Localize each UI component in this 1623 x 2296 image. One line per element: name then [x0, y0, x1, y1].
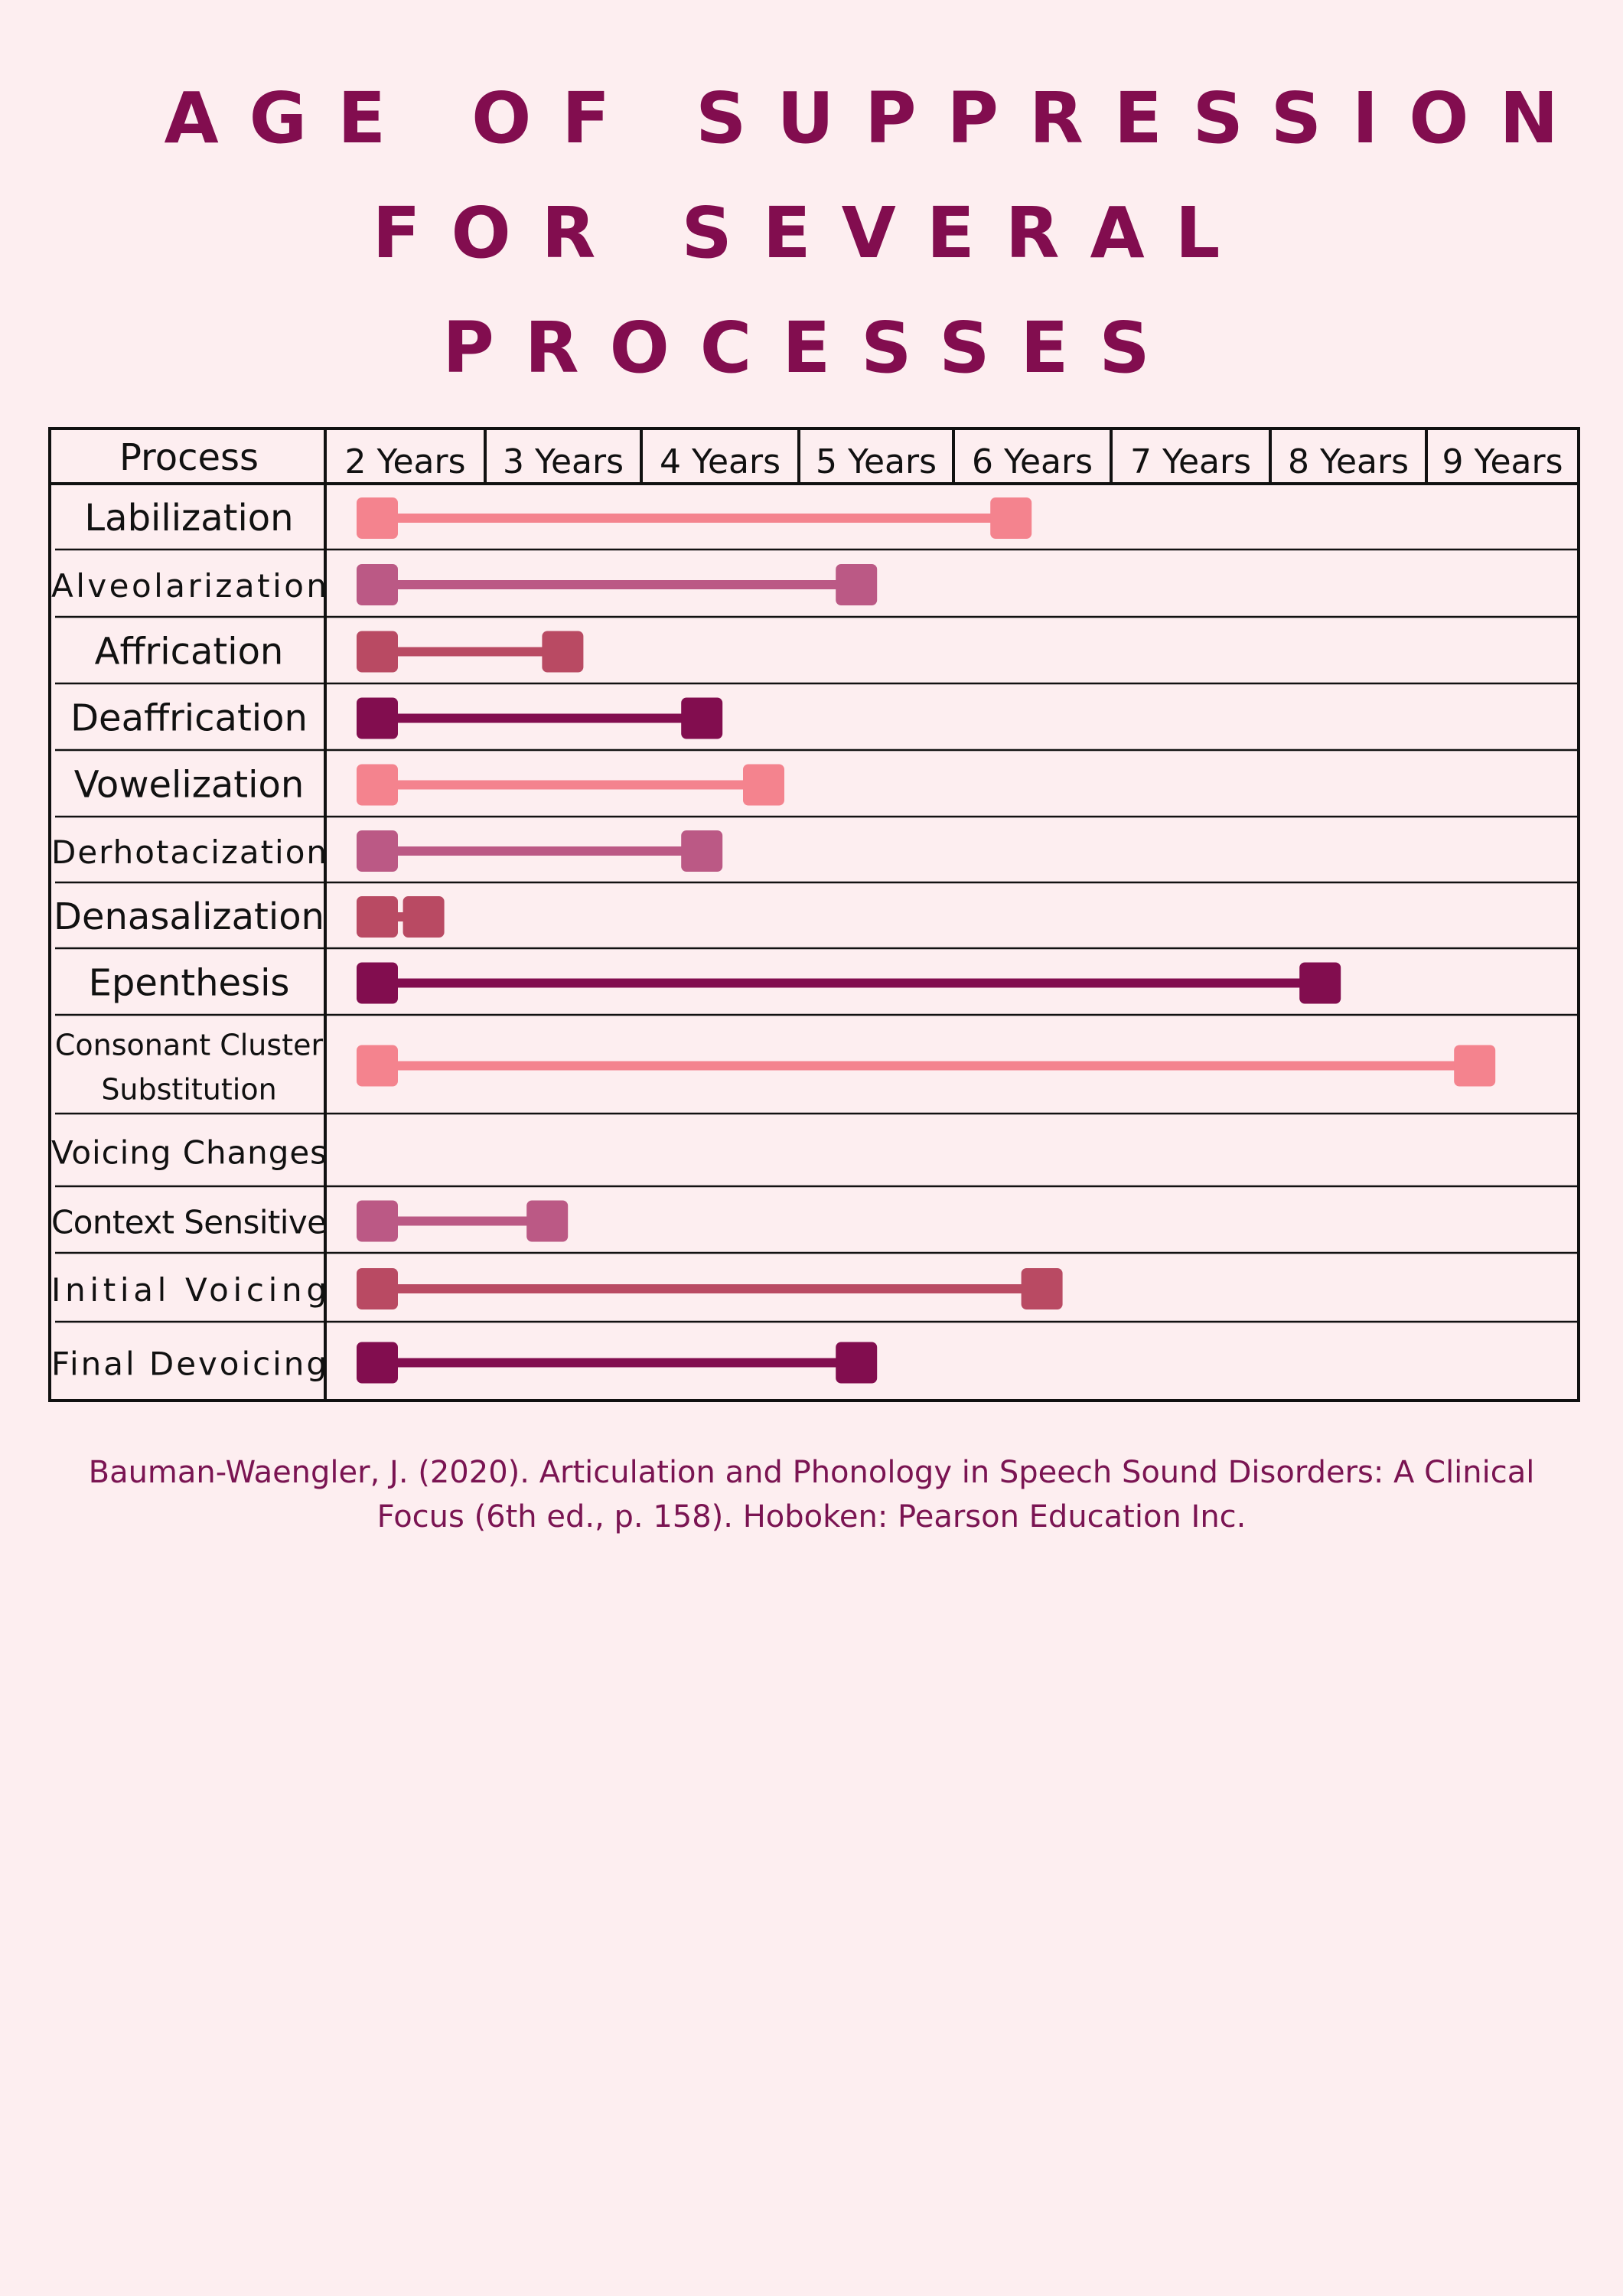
- range-start-marker: [357, 830, 398, 872]
- range-start-marker: [357, 1342, 398, 1384]
- x-tick-label: 2 Years: [344, 442, 465, 481]
- row-label: Final Devoicing: [51, 1345, 327, 1383]
- range-start-marker: [357, 1045, 398, 1087]
- row-label: Deaffrication: [70, 697, 308, 740]
- range-end-marker: [836, 564, 878, 605]
- range-end-marker: [402, 896, 445, 938]
- range-end-marker: [990, 497, 1032, 539]
- range-start-marker: [357, 497, 398, 539]
- row-label: Vowelization: [74, 764, 305, 807]
- range-start-marker: [357, 564, 398, 605]
- x-tick-label: 7 Years: [1130, 442, 1251, 481]
- row-label: Consonant Cluster: [55, 1029, 324, 1062]
- row-label: Derhotacization: [51, 833, 327, 871]
- range-start-marker: [357, 631, 398, 673]
- range-start-marker: [357, 697, 398, 739]
- range-end-marker: [542, 631, 584, 673]
- range-end-marker: [681, 830, 723, 872]
- row-label: Substitution: [101, 1073, 276, 1107]
- range-end-marker: [526, 1200, 569, 1242]
- range-start-marker: [357, 1268, 398, 1309]
- range-start-marker: [357, 962, 398, 1004]
- x-tick-label: 5 Years: [816, 442, 937, 481]
- row-label: Denasalization: [54, 895, 324, 938]
- x-tick-label: 4 Years: [660, 442, 781, 481]
- range-start-marker: [357, 764, 398, 806]
- range-end-marker: [1454, 1045, 1496, 1087]
- row-label: Alveolarization: [51, 567, 327, 605]
- title-line-1: AGE OF SUPPRESSION: [164, 77, 1589, 159]
- x-tick-label: 9 Years: [1442, 442, 1563, 481]
- row-label: Labilization: [84, 497, 293, 540]
- row-label: Epenthesis: [89, 962, 290, 1005]
- x-tick-label: 6 Years: [972, 442, 1093, 481]
- row-label: Context Sensitive: [51, 1204, 327, 1241]
- range-start-marker: [357, 896, 398, 938]
- title-line-2: FOR SEVERAL: [372, 192, 1251, 274]
- range-end-marker: [743, 764, 784, 806]
- chart-title: AGE OF SUPPRESSION FOR SEVERAL PROCESSES: [0, 61, 1623, 406]
- range-start-marker: [357, 1200, 398, 1242]
- citation: Bauman-Waengler, J. (2020). Articulation…: [88, 1455, 1535, 1534]
- suppression-chart: Process 2 Years 3 Years 4 Years 5 Years 6 Yea…: [48, 427, 1580, 1402]
- range-end-marker: [1299, 962, 1341, 1004]
- title-line-3: PROCESSES: [442, 307, 1181, 389]
- x-tick-label: 8 Years: [1288, 442, 1409, 481]
- x-tick-label: 3 Years: [503, 442, 624, 481]
- process-header: Process: [119, 436, 259, 479]
- range-end-marker: [1021, 1268, 1063, 1309]
- row-label: Initial Voicing: [51, 1271, 327, 1309]
- table-frame: [48, 427, 1580, 1402]
- range-end-marker: [681, 697, 723, 739]
- range-end-marker: [836, 1342, 878, 1384]
- row-label: Voicing Changes: [51, 1134, 327, 1172]
- row-label: Affrication: [95, 631, 284, 673]
